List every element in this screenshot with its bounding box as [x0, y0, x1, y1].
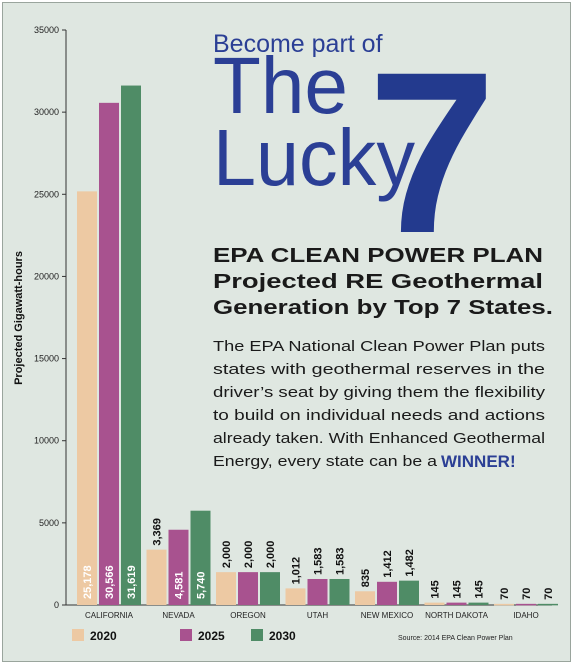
value-label-nevada-2025: 4,581: [174, 571, 186, 599]
value-label-idaho-2020: 70: [499, 588, 511, 600]
source-note: Source: 2014 EPA Clean Power Plan: [398, 635, 513, 642]
winner-emphasis: WINNER!: [441, 452, 516, 471]
value-label-california-2020: 25,178: [82, 565, 94, 599]
y-tick-label: 20000: [34, 271, 59, 281]
category-labels-group: CALIFORNIA NEVADA OREGON UTAH NEW MEXICO NORT…: [85, 611, 539, 620]
bar-oregon-2020: [216, 572, 236, 605]
bars-group: 25,178 30,566 31,619 3,369 4,581 5,740 2,000 2,…: [77, 85, 558, 606]
value-label-nevada-2030: 5,740: [196, 571, 208, 599]
value-label-utah-2025: 1,583: [313, 547, 325, 575]
bar-utah-2030: [329, 578, 350, 605]
legend-label-2030: 2030: [269, 629, 296, 643]
body-line-4: to build on individual needs and actions: [213, 408, 545, 424]
y-tick-label: 10000: [34, 436, 59, 446]
value-label-utah-2020: 1,012: [291, 557, 303, 585]
lucky-seven-numeral: 7: [368, 24, 496, 281]
bar-nevada-2020: [146, 549, 167, 605]
bar-nevada-2025: [168, 529, 189, 605]
value-label-north-dakota-2025: 145: [452, 580, 464, 598]
y-tick-label: 0: [54, 600, 59, 610]
value-label-oregon-2025: 2,000: [243, 541, 255, 569]
heading-line3: Lucky: [213, 113, 415, 202]
value-label-new-mexico-2025: 1,412: [382, 550, 394, 578]
bar-new-mexico-2030: [399, 580, 419, 605]
subtitle-line3: Generation by Top 7 States.: [213, 297, 553, 319]
bar-california-2020: [77, 191, 97, 605]
bar-idaho-2020: [494, 603, 514, 606]
legend-label-2020: 2020: [90, 629, 117, 643]
bar-california-2025: [99, 102, 119, 605]
bar-idaho-2025: [516, 603, 536, 606]
value-label-california-2025: 30,566: [104, 565, 116, 599]
body-line-5: already taken. With Enhanced Geothermal: [213, 431, 545, 447]
category-label-new-mexico: NEW MEXICO: [361, 611, 413, 620]
y-axis-label: Projected Gigawatt-hours: [13, 251, 25, 385]
value-label-utah-2030: 1,583: [335, 547, 347, 575]
bar-oregon-2030: [260, 572, 280, 605]
bar-new-mexico-2025: [377, 581, 397, 605]
bar-utah-2020: [285, 588, 306, 605]
value-label-oregon-2020: 2,000: [221, 541, 233, 569]
body-line-3: driver’s seat by giving them the flexibi…: [213, 385, 546, 401]
body-line-2: states with geothermal reserves in the: [213, 362, 545, 378]
bar-new-mexico-2020: [355, 591, 375, 605]
subtitle-line1: EPA CLEAN POWER PLAN: [213, 245, 543, 267]
category-label-nevada: NEVADA: [162, 611, 195, 620]
y-tick-label: 5000: [39, 518, 59, 528]
category-label-california: CALIFORNIA: [85, 611, 134, 620]
bar-north-dakota-2030: [468, 602, 489, 605]
bar-california-2030: [121, 85, 141, 606]
y-tick-label: 15000: [34, 354, 59, 364]
legend-swatch-2030: [251, 629, 263, 641]
subtitle-line2: Projected RE Geothermal: [213, 271, 543, 293]
y-ticks-group: 0 5000 10000 15000 20000 25000 30000 35000: [34, 25, 66, 610]
y-tick-label: 35000: [34, 25, 59, 35]
body-line-6: Energy, every state can be a: [213, 454, 438, 470]
bar-idaho-2030: [538, 603, 558, 606]
value-label-nevada-2020: 3,369: [152, 518, 164, 546]
value-label-new-mexico-2030: 1,482: [404, 549, 416, 577]
category-label-north-dakota: NORTH DAKOTA: [425, 611, 488, 620]
value-label-oregon-2030: 2,000: [265, 541, 277, 569]
y-tick-label: 30000: [34, 107, 59, 117]
legend-swatch-2020: [72, 629, 84, 641]
heading-line2: The: [213, 41, 348, 130]
legend-swatch-2025: [180, 629, 192, 641]
bar-north-dakota-2025: [446, 602, 467, 605]
value-label-north-dakota-2030: 145: [474, 580, 486, 598]
y-tick-label: 25000: [34, 189, 59, 199]
value-label-idaho-2030: 70: [543, 588, 555, 600]
value-label-north-dakota-2020: 145: [430, 580, 442, 598]
bar-utah-2025: [307, 578, 328, 605]
legend-label-2025: 2025: [198, 629, 225, 643]
body-line-1: The EPA National Clean Power Plan puts: [213, 339, 545, 355]
bar-nevada-2030: [190, 510, 211, 605]
value-label-new-mexico-2020: 835: [360, 569, 372, 587]
category-label-utah: UTAH: [307, 611, 328, 620]
heading-line1: Become part of: [213, 30, 383, 58]
bar-oregon-2025: [238, 572, 258, 605]
value-label-california-2030: 31,619: [126, 565, 138, 599]
value-label-idaho-2025: 70: [521, 588, 533, 600]
bar-north-dakota-2020: [424, 602, 445, 605]
category-label-idaho: IDAHO: [513, 611, 538, 620]
category-label-oregon: OREGON: [230, 611, 266, 620]
